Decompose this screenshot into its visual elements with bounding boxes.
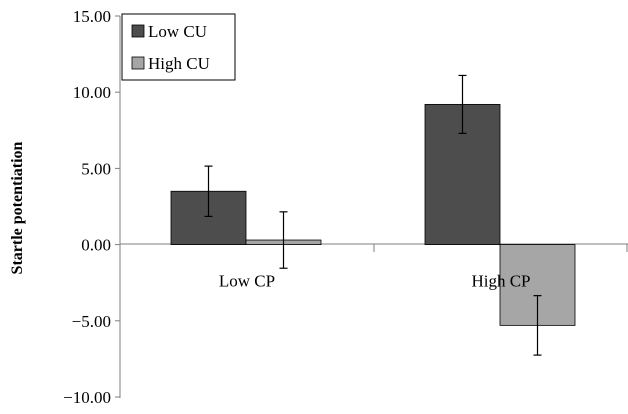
y-axis-label: Startle potentiation bbox=[9, 141, 26, 274]
category-label-low-cp: Low CP bbox=[219, 272, 275, 291]
y-tick-label: 15.00 bbox=[73, 7, 111, 26]
y-ticks: 15.00 10.00 5.00 0.00 −5.00 −10.00 bbox=[63, 7, 120, 407]
y-tick-label: 5.00 bbox=[81, 159, 111, 178]
legend-swatch-low-cu bbox=[131, 24, 145, 38]
y-tick-label: −10.00 bbox=[63, 388, 111, 407]
y-tick-label: −5.00 bbox=[72, 312, 111, 331]
y-tick-label: 10.00 bbox=[73, 83, 111, 102]
legend-swatch-high-cu bbox=[131, 56, 145, 70]
bars-group bbox=[170, 103, 576, 326]
category-label-high-cp: High CP bbox=[471, 272, 530, 291]
legend-label-low-cu: Low CU bbox=[148, 22, 207, 41]
legend-label-high-cu: High CU bbox=[148, 54, 210, 73]
error-bars-group bbox=[204, 74, 542, 356]
category-labels: Low CP High CP bbox=[219, 272, 531, 291]
y-tick-label: 0.00 bbox=[81, 236, 111, 255]
legend: Low CU High CU bbox=[121, 13, 236, 81]
